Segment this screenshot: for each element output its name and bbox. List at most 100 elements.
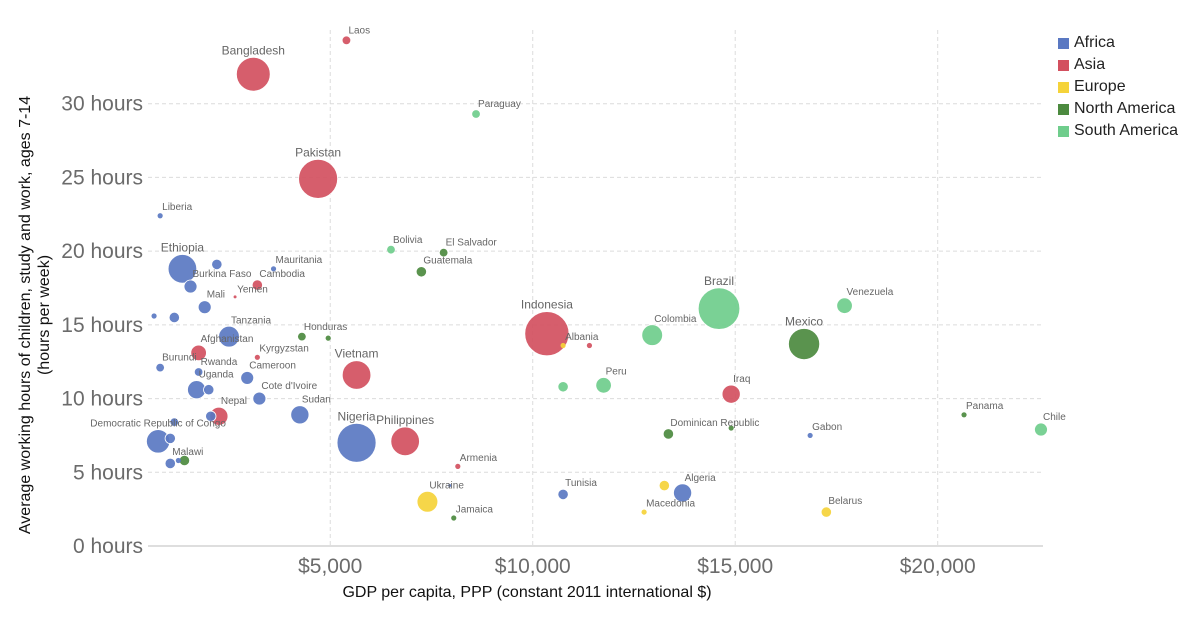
point-label-venezuela: Venezuela (847, 287, 894, 298)
legend-label-north-america: North America (1074, 100, 1176, 117)
point-label-iraq: Iraq (733, 374, 750, 385)
bubble-ukraine[interactable] (416, 490, 439, 513)
point-label-honduras: Honduras (304, 322, 347, 333)
bubble-vietnam[interactable] (341, 360, 372, 390)
legend-item-asia[interactable]: Asia (1058, 54, 1178, 76)
bubble-philippines[interactable] (390, 426, 420, 457)
bubble-africa-unlabeled[interactable] (168, 311, 180, 324)
bubble-bangladesh[interactable] (235, 56, 271, 92)
bubble-africa-unlabeled[interactable] (203, 384, 215, 396)
bubble-cameroon[interactable] (240, 371, 255, 385)
point-label-democratic-republic-of-congo: Democratic Republic of Congo (90, 419, 226, 430)
bubble-bolivia[interactable] (387, 245, 395, 254)
bubble-pakistan[interactable] (298, 159, 338, 199)
grid-layer (148, 30, 1043, 547)
bubble-dominican-republic[interactable] (662, 428, 674, 440)
point-label-pakistan: Pakistan (295, 145, 341, 159)
bubble-kyrgyzstan[interactable] (254, 354, 260, 360)
bubble-mali[interactable] (197, 300, 212, 315)
point-label-mauritania: Mauritania (276, 255, 323, 266)
bubble-indonesia[interactable] (524, 311, 570, 357)
bubble-belarus[interactable] (820, 506, 832, 518)
bubble-africa-unlabeled[interactable] (211, 258, 223, 271)
legend-label-asia: Asia (1074, 56, 1106, 73)
point-label-uganda: Uganda (199, 370, 234, 381)
bubble-yemen[interactable] (233, 295, 237, 299)
point-label-brazil: Brazil (704, 274, 734, 288)
bubble-malawi[interactable] (164, 457, 176, 470)
bubble-armenia[interactable] (455, 463, 461, 469)
bubble-afghanistan[interactable] (190, 344, 207, 362)
bubble-africa-unlabeled[interactable] (175, 457, 181, 464)
legend-label-europe: Europe (1074, 78, 1126, 95)
point-label-colombia: Colombia (654, 314, 697, 325)
bubble-uganda[interactable] (187, 380, 207, 400)
point-label-cote-d-ivoire: Cote d'Ivoire (261, 381, 317, 392)
point-label-guatemala: Guatemala (423, 256, 472, 267)
bubble-algeria[interactable] (673, 483, 693, 503)
bubble-albania[interactable] (560, 342, 566, 349)
x-tick-label: $20,000 (900, 555, 976, 578)
bubble-colombia[interactable] (641, 324, 663, 346)
bubble-ethiopia[interactable] (167, 254, 198, 284)
bubble-south-america-unlabeled[interactable] (557, 381, 569, 393)
bubble-gabon[interactable] (807, 432, 813, 439)
bubble-africa-unlabeled[interactable] (170, 418, 179, 427)
bubble-brazil[interactable] (697, 287, 741, 330)
bubble-tanzania[interactable] (218, 325, 240, 348)
legend-item-africa[interactable]: Africa (1058, 32, 1178, 54)
point-label-armenia: Armenia (460, 453, 498, 464)
point-label-panama: Panama (966, 401, 1004, 412)
bubble-venezuela[interactable] (836, 297, 853, 314)
bubble-mauritania[interactable] (270, 266, 277, 272)
y-tick-label: 0 hours (73, 535, 143, 558)
bubble-asia-unlabeled[interactable] (586, 342, 593, 349)
legend-item-europe[interactable]: Europe (1058, 76, 1178, 98)
point-label-algeria: Algeria (685, 473, 717, 484)
x-tick-label: $15,000 (697, 555, 773, 578)
point-label-laos: Laos (348, 25, 370, 36)
bubble-honduras[interactable] (297, 332, 306, 341)
point-label-macedonia: Macedonia (646, 498, 695, 509)
bubble-cambodia[interactable] (251, 279, 263, 291)
bubble-africa-unlabeled[interactable] (164, 432, 176, 444)
point-label-kyrgyzstan: Kyrgyzstan (259, 344, 308, 355)
point-label-gabon: Gabon (812, 422, 842, 433)
bubble-africa-unlabeled[interactable] (151, 313, 157, 319)
y-tick-label: 5 hours (73, 461, 143, 484)
bubble-cote-d-ivoire[interactable] (252, 391, 267, 406)
bubble-laos[interactable] (342, 36, 351, 45)
y-tick-label: 25 hours (61, 166, 143, 189)
bubble-el-salvador[interactable] (439, 248, 448, 257)
bubble-paraguay[interactable] (472, 110, 480, 118)
bubble-north-america-unlabeled[interactable] (325, 335, 331, 341)
bubble-burkina-faso[interactable] (183, 279, 198, 294)
bubble-macedonia[interactable] (641, 509, 647, 515)
bubble-chile[interactable] (1034, 422, 1048, 437)
point-label-nepal: Nepal (221, 396, 247, 407)
bubble-jamaica[interactable] (451, 515, 457, 521)
bubble-iraq[interactable] (721, 384, 741, 404)
bubble-north-america-unlabeled[interactable] (728, 425, 734, 431)
bubble-africa-unlabeled[interactable] (448, 484, 452, 488)
point-label-afghanistan: Afghanistan (201, 334, 254, 345)
legend: Africa Asia Europe North America South A… (1058, 32, 1178, 142)
legend-label-south-america: South America (1074, 122, 1179, 139)
legend-item-north-america[interactable]: North America (1058, 98, 1178, 120)
bubble-nigeria[interactable] (336, 422, 377, 463)
point-label-peru: Peru (606, 367, 627, 378)
bubble-panama[interactable] (961, 412, 967, 418)
bubble-tunisia[interactable] (557, 488, 569, 500)
bubble-peru[interactable] (595, 377, 612, 394)
bubble-liberia[interactable] (157, 213, 163, 219)
bubble-guatemala[interactable] (415, 266, 427, 278)
bubble-africa-unlabeled[interactable] (205, 410, 217, 422)
bubble-rwanda[interactable] (194, 368, 203, 376)
bubble-burundi[interactable] (156, 363, 165, 372)
bubble-europe-unlabeled[interactable] (658, 479, 670, 492)
bubble-sudan[interactable] (290, 405, 310, 425)
point-label-chile: Chile (1043, 412, 1066, 423)
bubble-mexico[interactable] (788, 328, 821, 361)
point-label-philippines: Philippines (376, 413, 434, 427)
legend-item-south-america[interactable]: South America (1058, 120, 1178, 142)
